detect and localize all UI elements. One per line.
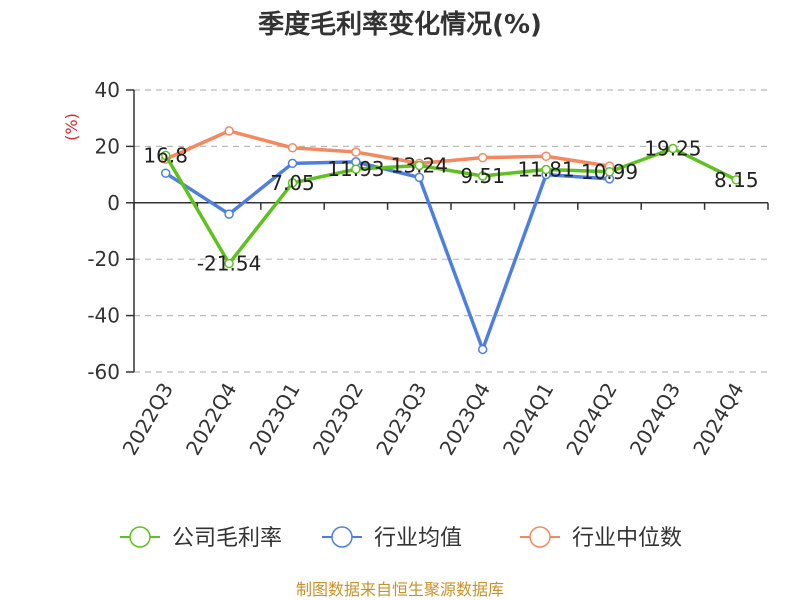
data-point <box>160 150 171 161</box>
data-point <box>477 344 488 355</box>
x-tick-label: 2023Q1 <box>244 379 304 460</box>
x-tick-label: 2022Q4 <box>181 379 241 460</box>
data-point <box>351 164 361 174</box>
legend-label: 行业均值 <box>374 526 462 551</box>
data-label: 10.99 <box>581 160 638 184</box>
series-line <box>164 146 738 266</box>
data-point <box>414 172 425 183</box>
legend-marker-icon <box>529 526 551 548</box>
data-labels: 16.8 -21.54 7.05 11.93 13.24 9.51 11.81 10.9919… <box>143 137 758 276</box>
y-tick-label: 0 <box>107 191 120 215</box>
data-point <box>287 178 298 188</box>
y-tick-label: 20 <box>95 134 120 158</box>
data-point <box>604 167 615 177</box>
data-point <box>668 143 678 154</box>
data-label: 7.05 <box>270 171 315 195</box>
x-tick-label: 2023Q4 <box>435 379 495 460</box>
data-label: 13.24 <box>391 153 448 177</box>
data-label: 16.8 <box>143 143 188 167</box>
legend-marker-icon <box>129 526 151 548</box>
series-lines <box>160 126 742 355</box>
data-point <box>477 152 488 163</box>
y-tick-label: 40 <box>95 78 120 102</box>
source-note: 制图数据来自恒生聚源数据库 <box>296 580 504 599</box>
data-point <box>224 258 234 269</box>
y-tick-labels: 40 20 0 -20 -40 -60 <box>87 78 120 384</box>
data-point <box>541 151 551 162</box>
data-point <box>731 175 742 185</box>
data-label: 8.15 <box>714 168 759 192</box>
legend-item[interactable]: 行业均值 <box>322 526 462 551</box>
series-line <box>164 129 610 168</box>
legend-label: 行业中位数 <box>572 526 682 551</box>
data-point <box>287 158 298 169</box>
grid-lines <box>134 89 768 373</box>
x-tick-label: 2024Q3 <box>625 379 685 460</box>
data-point <box>224 209 234 219</box>
chart-title: 季度毛利率变化情况(%) <box>258 9 542 40</box>
data-point <box>477 171 488 181</box>
x-tick-label: 2023Q3 <box>371 379 431 460</box>
data-label: 19.25 <box>644 137 701 161</box>
data-point <box>160 168 171 178</box>
data-point <box>287 143 298 153</box>
data-point <box>351 147 361 157</box>
x-tick-label: 2024Q2 <box>561 379 621 460</box>
x-tick-labels: 2022Q3 2022Q4 2023Q1 2023Q2 2023Q3 2023Q4 2024… <box>118 379 749 460</box>
data-label: 9.51 <box>460 164 505 188</box>
series-line <box>164 160 610 352</box>
x-tick-label: 2023Q2 <box>308 379 368 460</box>
y-tick-label: -60 <box>87 360 120 384</box>
data-label: 11.93 <box>327 157 384 181</box>
legend-item[interactable]: 行业中位数 <box>520 526 682 551</box>
y-tick-label: -20 <box>87 247 120 271</box>
x-tick-label: 2024Q4 <box>688 379 748 460</box>
y-axis-label: (%) <box>62 113 81 141</box>
data-label: 11.81 <box>517 157 574 181</box>
legend-marker-icon <box>331 526 353 548</box>
data-point <box>224 126 234 136</box>
y-tick-label: -40 <box>87 304 120 328</box>
legend-item[interactable]: 公司毛利率 <box>120 526 282 551</box>
x-tick-label: 2022Q3 <box>118 379 178 460</box>
legend[interactable]: 公司毛利率 行业均值 行业中位数 <box>120 526 682 551</box>
data-point <box>414 160 425 171</box>
legend-label: 公司毛利率 <box>172 526 282 551</box>
data-point <box>541 164 551 175</box>
data-label: -21.54 <box>197 252 261 276</box>
x-tick-label: 2024Q1 <box>498 379 558 460</box>
